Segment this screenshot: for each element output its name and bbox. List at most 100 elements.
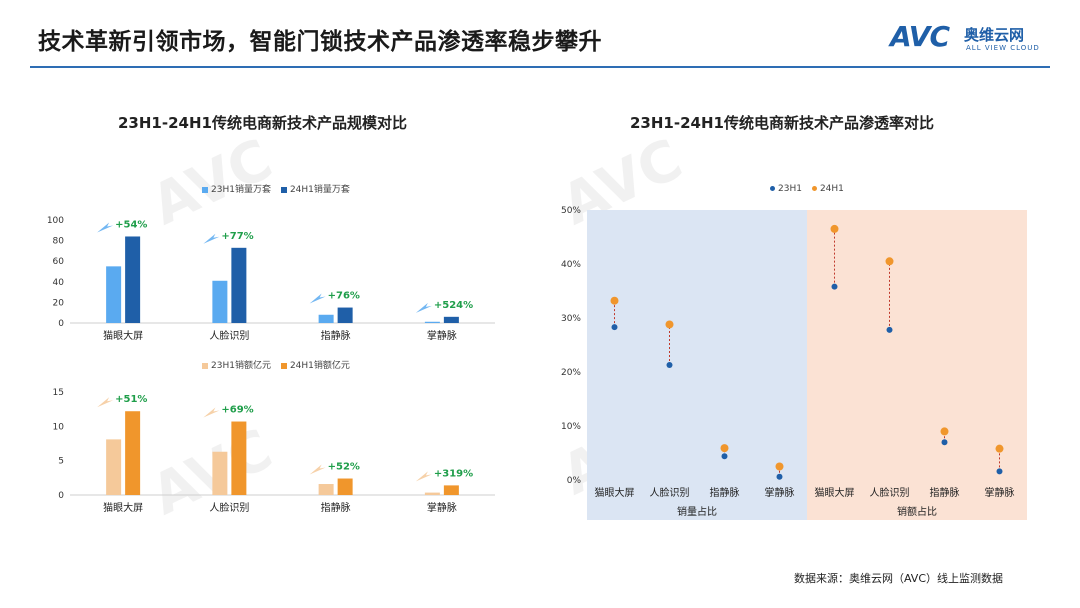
category-label: 掌静脉 (765, 486, 795, 499)
group-label: 销量占比 (677, 505, 717, 518)
y-tick-label: 0% (567, 476, 582, 486)
y-tick-label: 40 (53, 278, 65, 288)
bar-23h1 (424, 492, 440, 495)
bar-24h1 (231, 247, 247, 323)
group-label: 销额占比 (897, 505, 937, 518)
growth-arrow-icon (203, 233, 220, 244)
bar-24h1 (443, 316, 459, 323)
y-tick-label: 20 (53, 298, 65, 308)
bar-23h1 (424, 321, 440, 323)
y-tick-label: 50% (561, 206, 581, 216)
legend-item-23h1-value: 23H1销额亿元 (202, 358, 271, 371)
legend-item-24h1-volume: 24H1销量万套 (280, 182, 350, 195)
growth-label: +76% (328, 291, 360, 302)
y-tick-label: 10% (561, 422, 581, 432)
growth-label: +54% (115, 219, 147, 230)
legend-label: 24H1销量万套 (289, 185, 350, 195)
point-24h1 (775, 462, 784, 471)
y-tick-label: 20% (561, 368, 581, 378)
point-23h1 (776, 473, 783, 480)
category-label: 人脸识别 (870, 486, 910, 499)
bar-24h1 (337, 307, 353, 323)
legend-swatch (280, 362, 287, 369)
y-tick-label: 30% (561, 314, 581, 324)
avc-logo: AVC 奥维云网 ALL VIEW CLOUD (890, 20, 1055, 56)
growth-label: +77% (221, 231, 253, 242)
logo-cn: 奥维云网 (964, 26, 1025, 44)
legend-dot (811, 186, 817, 191)
growth-arrow-icon (309, 293, 326, 304)
bar-23h1 (106, 266, 122, 323)
legend-swatch (202, 362, 208, 369)
header-rule (30, 66, 1050, 68)
category-label: 指静脉 (321, 501, 351, 514)
category-label: 人脸识别 (209, 329, 249, 342)
category-label: 指静脉 (930, 486, 960, 499)
category-label: 猫眼大屏 (815, 486, 855, 499)
point-23h1 (996, 468, 1003, 475)
logo-en: ALL VIEW CLOUD (966, 44, 1040, 52)
value-share-panel (807, 210, 1027, 520)
category-label: 掌静脉 (427, 501, 457, 514)
bar-24h1 (125, 236, 141, 323)
bar-23h1 (318, 314, 334, 323)
growth-arrow-icon (309, 464, 326, 475)
legend-item-23h1: 23H1 (770, 184, 802, 194)
page-title: 技术革新引领市场，智能门锁技术产品渗透率稳步攀升 (38, 29, 602, 55)
point-23h1 (831, 283, 838, 290)
y-tick-label: 100 (47, 216, 64, 226)
point-24h1 (885, 257, 894, 266)
data-source: 数据来源：奥维云网（AVC）线上监测数据 (793, 572, 1003, 585)
growth-label: +51% (115, 394, 147, 405)
bar-24h1 (443, 485, 459, 495)
point-23h1 (666, 361, 673, 368)
growth-arrow-icon (97, 397, 114, 408)
point-24h1 (830, 224, 839, 233)
y-tick-label: 60 (53, 257, 65, 267)
legend-swatch (202, 186, 208, 193)
bar-23h1 (318, 484, 334, 495)
point-23h1 (886, 326, 893, 333)
category-label: 猫眼大屏 (103, 329, 143, 342)
category-label: 猫眼大屏 (103, 501, 143, 514)
growth-arrow-icon (97, 222, 114, 233)
point-24h1 (610, 296, 619, 305)
volume-chart-title: 23H1-24H1传统电商新技术产品规模对比 (118, 114, 407, 132)
legend-label: 24H1 (819, 184, 844, 194)
penetration-legend: 23H1 24H1 (770, 184, 844, 194)
y-tick-label: 0 (58, 319, 64, 329)
legend-label: 23H1销量万套 (211, 185, 271, 195)
growth-arrow-icon (415, 302, 432, 313)
legend-item-24h1-value: 24H1销额亿元 (280, 358, 350, 371)
growth-label: +319% (434, 468, 473, 479)
penetration-chart-title: 23H1-24H1传统电商新技术产品渗透率对比 (630, 114, 934, 132)
bar-23h1 (106, 439, 122, 495)
volume-legend: 23H1销量万套 24H1销量万套 (202, 182, 350, 195)
growth-label: +69% (221, 405, 253, 416)
point-23h1 (941, 439, 948, 446)
category-label: 指静脉 (321, 329, 351, 342)
value-legend: 23H1销额亿元 24H1销额亿元 (202, 358, 350, 371)
legend-dot (770, 186, 775, 191)
logo-mark: AVC (890, 20, 950, 53)
volume-share-panel (587, 210, 807, 520)
penetration-dot-chart: 0% 10% 20% 30% 40% 50% 猫眼大屏 人脸识别 指静脉 掌静脉 猫眼大屏 人脸识别 指… (561, 206, 1027, 520)
category-label: 掌静脉 (985, 486, 1015, 499)
bar-23h1 (212, 451, 228, 495)
growth-arrow-icon (203, 407, 220, 418)
value-bar-chart: 0 5 10 15 猫眼大屏 +51% 人脸识别 +69% 指静脉 +52% 掌静脉 +319% (53, 388, 495, 514)
legend-item-23h1-volume: 23H1销量万套 (202, 182, 271, 195)
y-tick-label: 80 (53, 237, 65, 247)
point-23h1 (721, 453, 728, 460)
y-tick-label: 5 (58, 457, 64, 467)
y-tick-label: 15 (53, 388, 64, 398)
bar-23h1 (212, 280, 228, 323)
category-label: 猫眼大屏 (595, 486, 635, 499)
bar-24h1 (231, 421, 247, 495)
legend-label: 23H1 (778, 184, 802, 194)
point-24h1 (720, 444, 729, 453)
volume-bar-chart: 0 20 40 60 80 100 猫眼大屏 +54% 人脸识别 +77% 指静脉 +76% 掌静脉 +5… (47, 216, 495, 342)
category-label: 掌静脉 (427, 329, 457, 342)
point-23h1 (611, 324, 618, 331)
point-24h1 (940, 427, 949, 436)
